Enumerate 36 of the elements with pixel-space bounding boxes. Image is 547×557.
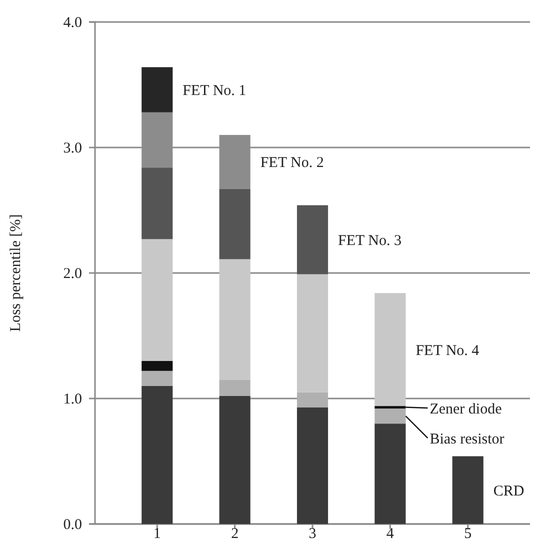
bar <box>142 168 173 240</box>
y-tick-label: 3.0 <box>63 140 82 156</box>
x-tick-label: 3 <box>308 526 316 542</box>
bar <box>296 205 328 274</box>
bar <box>142 370 173 386</box>
bar <box>374 424 406 524</box>
series-label: Bias resistor <box>430 431 504 448</box>
bar <box>296 407 328 524</box>
y-axis-title: Loss percentile [%] <box>8 214 24 332</box>
bar <box>219 380 250 396</box>
bar <box>142 386 173 524</box>
bar <box>296 392 328 408</box>
bar <box>142 67 173 112</box>
bar <box>219 259 250 380</box>
legend-label: Zener diode <box>430 401 502 418</box>
bar <box>374 408 406 424</box>
y-tick-label: 4.0 <box>63 14 82 31</box>
bar <box>219 396 250 524</box>
series-label: FET No. 4 <box>416 342 480 359</box>
series-label: CRD <box>493 483 524 500</box>
x-tick-label: 5 <box>464 526 472 542</box>
series-label: FET No. 1 <box>182 83 246 100</box>
x-tick-label: 2 <box>231 526 239 542</box>
series-label: FET No. 3 <box>338 232 402 249</box>
bar <box>452 456 484 524</box>
bar <box>219 188 250 260</box>
y-tick-label: 0.0 <box>63 516 82 533</box>
bar <box>296 274 328 392</box>
series-label: FET No. 2 <box>260 155 324 172</box>
bar <box>374 293 406 406</box>
y-tick-label: 2.0 <box>63 266 82 282</box>
y-tick-label: 1.0 <box>63 391 82 408</box>
x-tick-label: 4 <box>386 526 394 542</box>
bar <box>142 239 173 361</box>
bar <box>142 360 173 371</box>
x-tick-label: 1 <box>153 526 161 542</box>
